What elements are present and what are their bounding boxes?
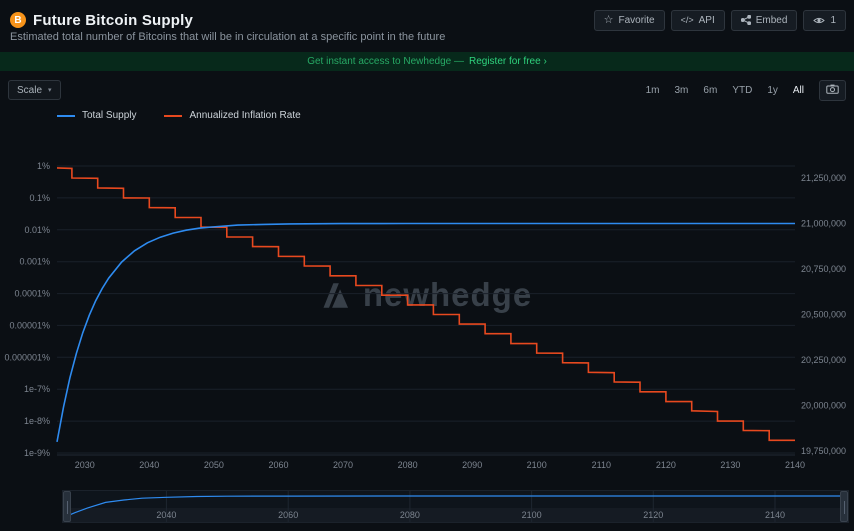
inflation-rate-line (56, 167, 795, 442)
svg-text:1e-9%: 1e-9% (24, 448, 50, 458)
svg-text:2110: 2110 (592, 460, 611, 470)
range-ytd[interactable]: YTD (732, 84, 753, 96)
page-subtitle: Estimated total number of Bitcoins that … (10, 31, 446, 43)
screenshot-button[interactable] (819, 79, 846, 101)
total-supply-line (56, 222, 795, 443)
svg-text:2120: 2120 (656, 460, 676, 470)
embed-button[interactable]: Embed (730, 9, 798, 31)
svg-text:2140: 2140 (785, 460, 805, 470)
range-3m[interactable]: 3m (674, 84, 689, 96)
range-1m[interactable]: 1m (645, 84, 660, 96)
svg-text:0.0001%: 0.0001% (14, 289, 50, 299)
svg-text:20,750,000: 20,750,000 (801, 264, 846, 274)
bitcoin-icon: B (10, 12, 26, 28)
banner-register-link[interactable]: Register for free › (468, 56, 547, 67)
left-axis-labels: 1% 0.1% 0.01% 0.001% 0.0001% 0.00001% 0.000001… (4, 161, 50, 458)
header-actions: ☆ Favorite </> API Embed (593, 9, 846, 31)
navigator-chart[interactable]: 2040 2060 2080 2100 2120 2140 (63, 491, 848, 522)
range-6m[interactable]: 6m (703, 84, 718, 96)
svg-text:2030: 2030 (75, 460, 95, 470)
page-title: Future Bitcoin Supply (33, 11, 194, 29)
svg-text:2040: 2040 (139, 460, 159, 470)
legend-supply-label: Total Supply (82, 110, 137, 121)
chevron-down-icon: ▾ (48, 87, 52, 94)
x-axis-labels: 2030 2040 2050 2060 2070 2080 2090 2100 2110 2120… (75, 460, 805, 470)
scale-dropdown[interactable]: Scale ▾ (8, 80, 61, 100)
navigator-label-band (63, 508, 848, 522)
svg-text:1e-8%: 1e-8% (24, 416, 50, 426)
svg-text:20,000,000: 20,000,000 (801, 401, 846, 411)
star-icon: ☆ (603, 13, 614, 26)
svg-text:21,000,000: 21,000,000 (801, 219, 846, 229)
promo-banner[interactable]: Get instant access to Newhedge — Registe… (0, 52, 854, 71)
svg-text:20,250,000: 20,250,000 (801, 355, 846, 365)
api-button[interactable]: </> API (670, 9, 725, 31)
supply-swatch (57, 114, 75, 117)
svg-text:2070: 2070 (333, 460, 353, 470)
svg-text:0.1%: 0.1% (29, 193, 50, 203)
svg-text:19,750,000: 19,750,000 (801, 446, 846, 456)
svg-text:20,500,000: 20,500,000 (801, 310, 846, 320)
views-count: 1 (830, 14, 836, 26)
range-selector: 1m 3m 6m YTD 1y All (645, 79, 846, 101)
range-all[interactable]: All (792, 84, 804, 96)
gridlines (57, 165, 795, 456)
svg-text:0.000001%: 0.000001% (4, 352, 50, 362)
svg-text:2050: 2050 (204, 460, 224, 470)
legend-inflation-rate[interactable]: Annualized Inflation Rate (164, 110, 301, 121)
svg-text:0.00001%: 0.00001% (9, 320, 50, 330)
embed-label: Embed (755, 14, 788, 26)
svg-text:2090: 2090 (462, 460, 482, 470)
range-1y[interactable]: 1y (767, 84, 778, 96)
svg-text:2130: 2130 (720, 460, 740, 470)
api-label: API (698, 14, 715, 26)
svg-text:21,250,000: 21,250,000 (801, 173, 846, 183)
inflation-swatch (164, 114, 183, 117)
scale-label: Scale (17, 84, 43, 96)
legend-inflation-label: Annualized Inflation Rate (189, 110, 301, 121)
banner-text: Get instant access to Newhedge — (307, 56, 464, 67)
camera-icon (826, 84, 839, 97)
navigator-right-handle[interactable] (840, 491, 848, 522)
svg-text:2060: 2060 (268, 460, 288, 470)
chart-navigator[interactable]: 2040 2060 2080 2100 2120 2140 (62, 490, 849, 523)
right-axis-labels: 21,250,000 21,000,000 20,750,000 20,500,000… (801, 173, 846, 456)
legend-total-supply[interactable]: Total Supply (57, 110, 136, 121)
favorite-button[interactable]: ☆ Favorite (593, 9, 665, 31)
code-icon: </> (680, 14, 694, 25)
svg-text:1e-7%: 1e-7% (24, 384, 50, 394)
supply-inflation-chart[interactable]: 1% 0.1% 0.01% 0.001% 0.0001% 0.00001% 0.000001… (0, 128, 854, 482)
svg-text:2080: 2080 (398, 460, 418, 470)
svg-text:1%: 1% (37, 161, 50, 171)
views-button[interactable]: 1 (803, 9, 846, 31)
navigator-left-handle[interactable] (63, 491, 71, 522)
chart-legend: Total Supply Annualized Inflation Rate (57, 110, 301, 121)
svg-text:0.001%: 0.001% (19, 257, 50, 267)
share-icon (740, 15, 751, 25)
navigator-supply-line (63, 495, 848, 519)
titlebar: B Future Bitcoin Supply ☆ Favorite </> A… (10, 8, 846, 32)
svg-text:2100: 2100 (527, 460, 547, 470)
eye-icon (813, 16, 826, 25)
favorite-label: Favorite (618, 14, 655, 26)
svg-text:0.01%: 0.01% (24, 225, 50, 235)
